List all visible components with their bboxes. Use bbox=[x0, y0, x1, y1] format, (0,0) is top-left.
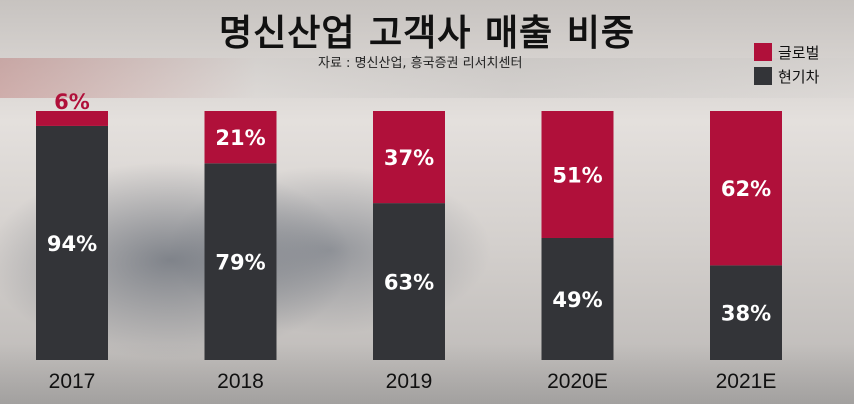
data-label-global-2021E: 62% bbox=[721, 177, 771, 201]
bars-group: 94% 6% 79% 21% 63% 37% 49% 51% 38% 62% bbox=[36, 90, 782, 360]
legend-swatch-hyundai bbox=[754, 67, 772, 85]
bar-segment-hyundai-2021E bbox=[710, 265, 782, 360]
bar-segment-hyundai-2018 bbox=[204, 163, 277, 360]
legend-swatch-global bbox=[754, 43, 772, 61]
data-label-global-2020E: 51% bbox=[552, 163, 602, 187]
x-tick-label-2018: 2018 bbox=[217, 370, 264, 393]
background-stripe bbox=[0, 58, 854, 98]
bar-segment-hyundai-2020E bbox=[541, 237, 614, 360]
x-axis-labels: 2017 2018 2019 2020E 2021E bbox=[49, 370, 777, 393]
legend: 글로벌 현기차 bbox=[754, 40, 819, 88]
data-label-hyundai-2021E: 38% bbox=[721, 302, 771, 326]
chart-title: 명신산업 고객사 매출 비중 bbox=[219, 13, 635, 54]
chart-source: 자료 : 명신산업, 흥국증권 리서치센터 bbox=[318, 56, 523, 71]
bar-segment-global-2019 bbox=[373, 111, 445, 204]
data-label-global-2017: 6% bbox=[54, 90, 90, 114]
legend-label-hyundai: 현기차 bbox=[778, 67, 820, 86]
x-tick-label-2017: 2017 bbox=[49, 370, 96, 393]
bar-segment-global-2017 bbox=[36, 111, 108, 126]
data-label-hyundai-2020E: 49% bbox=[552, 288, 602, 312]
data-label-global-2018: 21% bbox=[215, 126, 265, 150]
x-tick-label-2020E: 2020E bbox=[547, 370, 608, 393]
legend-item-hyundai: 현기차 bbox=[754, 64, 819, 88]
legend-label-global: 글로벌 bbox=[778, 43, 820, 62]
bar-segment-hyundai-2017 bbox=[36, 125, 108, 360]
bar-segment-global-2021E bbox=[710, 111, 782, 266]
bar-segment-hyundai-2019 bbox=[373, 203, 445, 360]
x-tick-label-2019: 2019 bbox=[386, 370, 433, 393]
data-label-hyundai-2018: 79% bbox=[215, 251, 265, 275]
x-tick-label-2021E: 2021E bbox=[716, 370, 777, 393]
bar-segment-global-2020E bbox=[541, 111, 614, 238]
data-label-global-2019: 37% bbox=[384, 146, 434, 170]
data-label-hyundai-2019: 63% bbox=[384, 271, 434, 295]
bar-segment-global-2018 bbox=[204, 111, 277, 164]
data-label-hyundai-2017: 94% bbox=[47, 232, 97, 256]
legend-item-global: 글로벌 bbox=[754, 40, 819, 64]
